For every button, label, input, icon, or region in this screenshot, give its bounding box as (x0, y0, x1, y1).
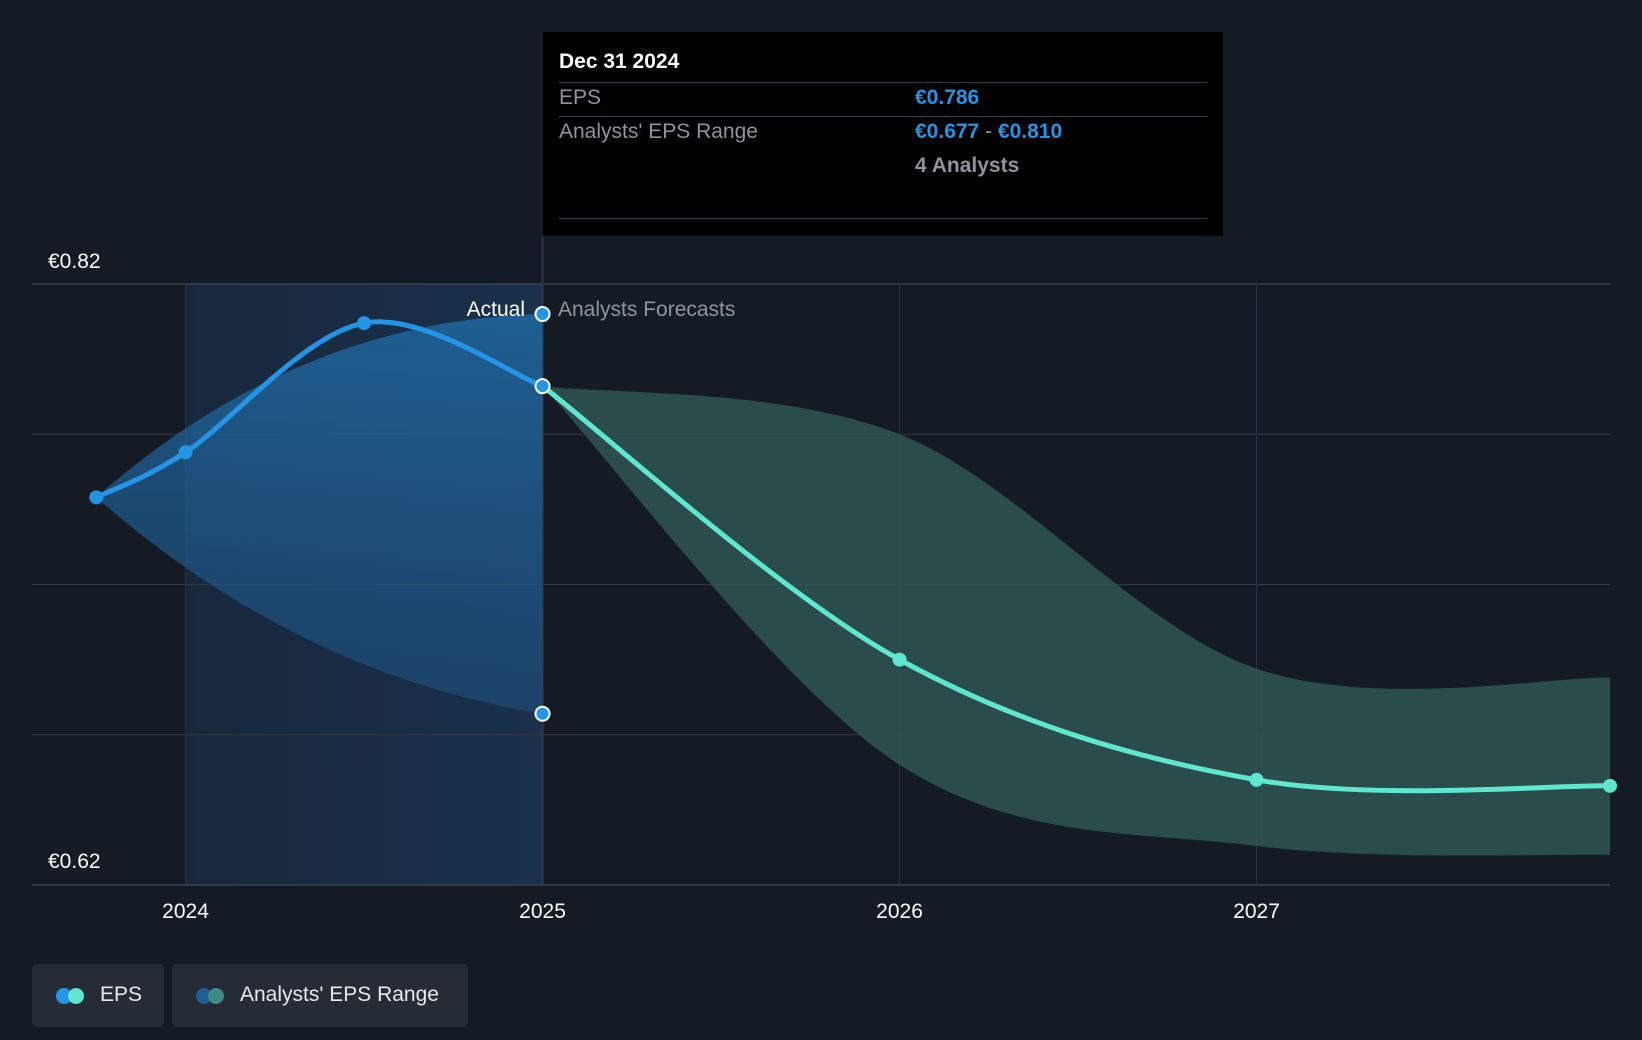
eps-actual-point (357, 316, 372, 331)
eps-forecast-line (540, 383, 1613, 794)
eps-actual-point (534, 378, 551, 395)
actual-label: Actual (467, 298, 525, 321)
tooltip-analysts-count: 4 Analysts (915, 154, 1020, 177)
legend-range[interactable]: Analysts' EPS Range (172, 964, 468, 1027)
x-tick-label: 2027 (1233, 900, 1280, 923)
tooltip-range-separator: - (985, 120, 993, 143)
tooltip-range-low: €0.677 (915, 120, 980, 143)
y-label-top: €0.82 (48, 250, 101, 273)
actual-range-area (96, 314, 543, 714)
eps-forecast-swatch-icon (68, 988, 84, 1004)
eps-forecast-point (892, 652, 907, 667)
y-label-bottom: €0.62 (48, 850, 101, 873)
eps-actual-line (93, 319, 546, 500)
tooltip-date: Dec 31 2024 (559, 50, 680, 73)
range-forecast-swatch-icon (208, 988, 224, 1004)
tooltip-range-label: Analysts' EPS Range (559, 120, 758, 143)
tooltip-divider (559, 116, 1207, 117)
tooltip-divider (559, 218, 1207, 219)
tooltip-eps-value: €0.786 (915, 86, 980, 109)
x-tick-label: 2024 (162, 900, 209, 923)
eps-forecast-point (1603, 778, 1617, 793)
tooltip-range-value: €0.677 - €0.810 (915, 120, 1062, 144)
forecast-range-area (542, 386, 1610, 856)
range-bound-point (534, 306, 551, 323)
legend-range-label: Analysts' EPS Range (240, 983, 439, 1006)
eps-forecast-point (1249, 772, 1264, 787)
eps-actual-point (89, 490, 104, 505)
tooltip: Dec 31 2024 EPS €0.786 Analysts' EPS Ran… (543, 32, 1223, 236)
legend-eps-label: EPS (100, 983, 143, 1006)
legend-eps[interactable]: EPS (32, 964, 164, 1027)
tooltip-range-high: €0.810 (997, 120, 1063, 143)
eps-actual-point (178, 445, 193, 460)
x-tick-label: 2026 (876, 900, 923, 923)
x-tick-label: 2025 (519, 900, 566, 923)
range-bound-point (534, 705, 551, 722)
tooltip-eps-label: EPS (559, 86, 602, 109)
tooltip-divider (559, 82, 1207, 83)
forecast-label: Analysts Forecasts (558, 298, 735, 321)
